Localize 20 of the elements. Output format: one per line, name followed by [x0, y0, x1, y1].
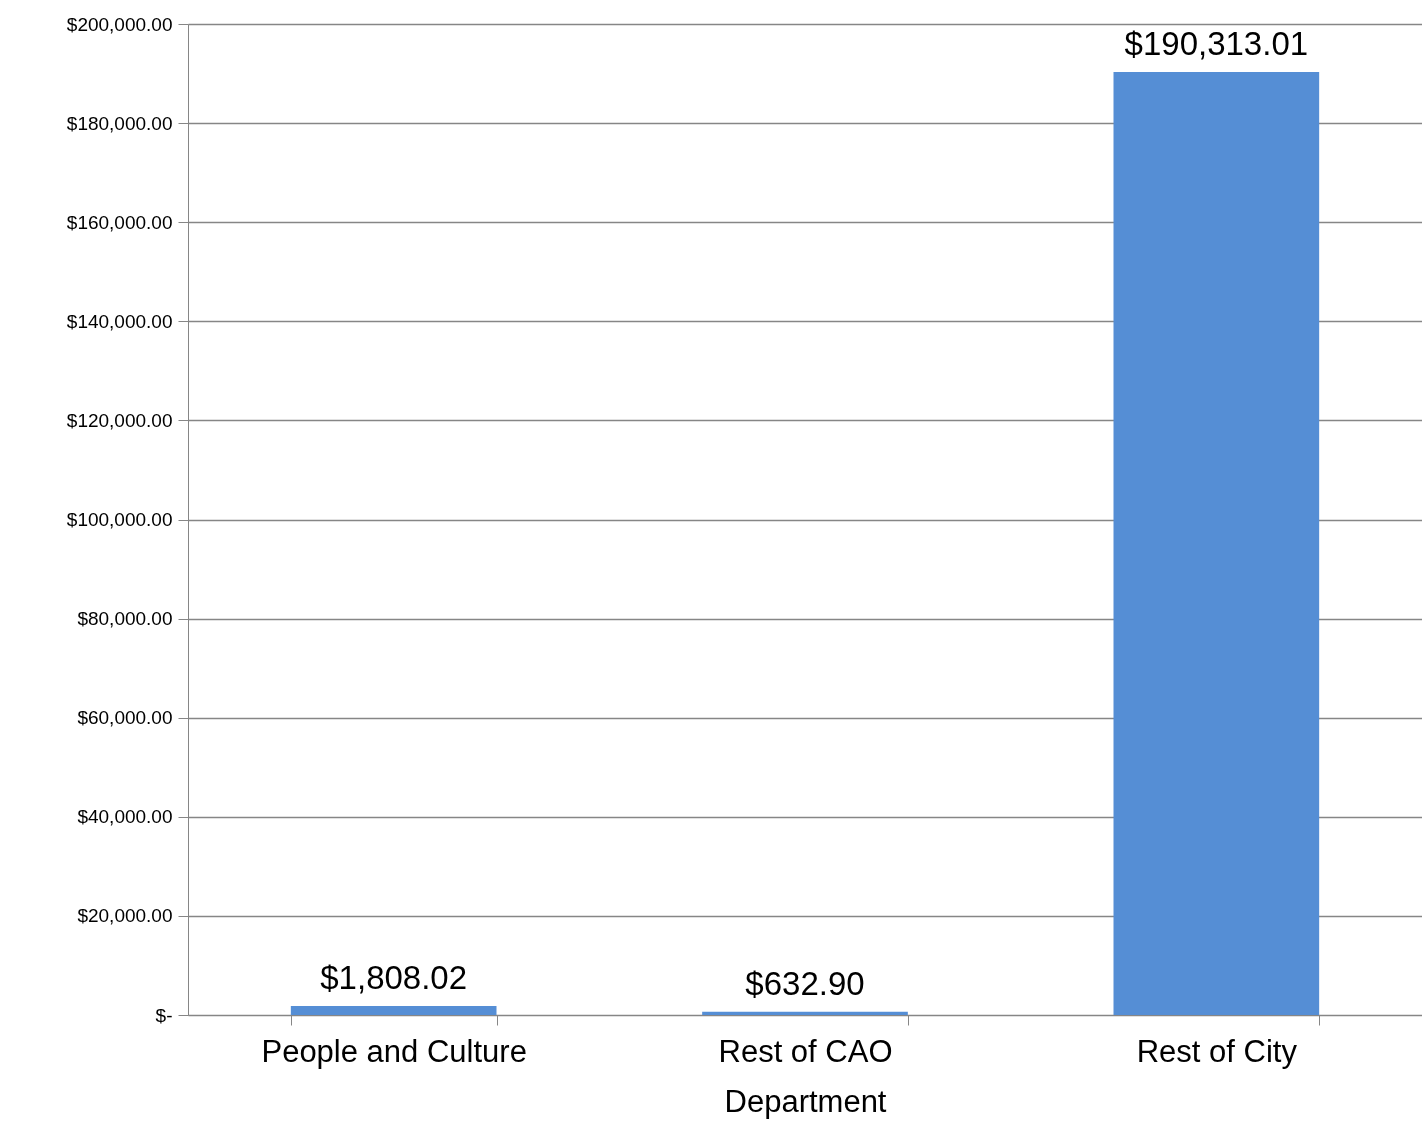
x-tick-label: People and Culture [261, 1033, 527, 1069]
y-tick-label: $- [155, 1004, 173, 1026]
data-label: $632.90 [745, 964, 865, 1002]
bar [1113, 72, 1320, 1015]
y-tick-label: $180,000.00 [66, 112, 173, 134]
y-tick-label: $100,000.00 [66, 509, 173, 530]
y-tick-label: $160,000.00 [66, 211, 173, 233]
data-label: $1,808.02 [320, 959, 468, 997]
y-tick-label: $120,000.00 [66, 409, 173, 431]
y-tick-label: $40,000.00 [77, 806, 173, 828]
data-label: $190,313.01 [1124, 25, 1309, 62]
bar [290, 1006, 497, 1015]
x-tick-label: Rest of City [1136, 1033, 1298, 1069]
y-tick-label: $80,000.00 [77, 608, 173, 630]
y-tick-label: $140,000.00 [66, 310, 173, 332]
y-tick-label: $20,000.00 [77, 905, 173, 927]
y-tick-label: $200,000.00 [66, 13, 173, 35]
x-tick-label: Rest of CAO Department [718, 1033, 893, 1119]
y-tick-label: $60,000.00 [77, 707, 173, 729]
bar [702, 1011, 908, 1015]
